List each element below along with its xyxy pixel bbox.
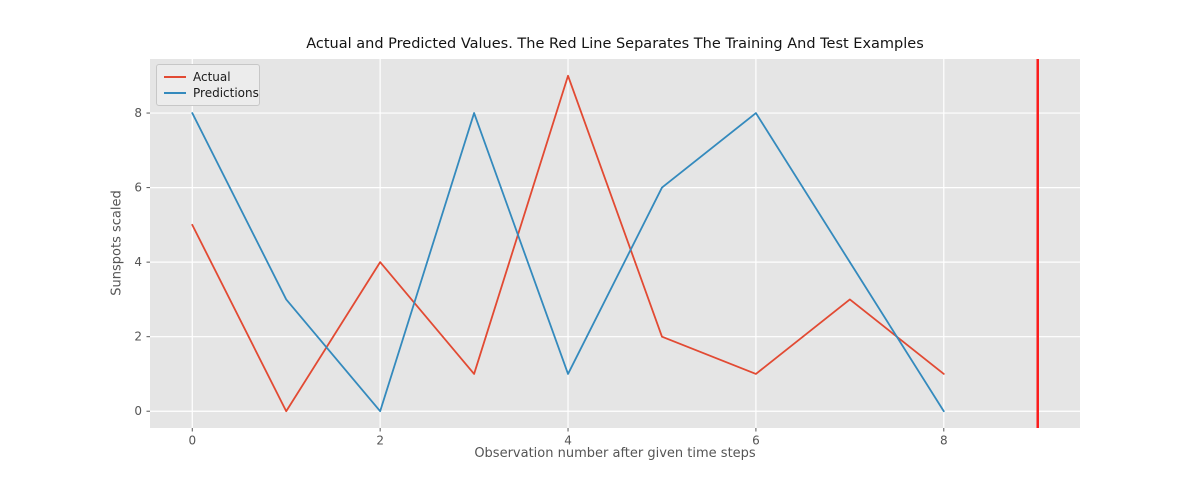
legend-item-actual: Actual [164,69,251,85]
series-line-predictions [191,112,945,413]
y-tick-label: 6 [134,181,142,195]
x-axis-label: Observation number after given time step… [474,446,756,461]
legend-swatch-actual [164,76,186,78]
series-line-actual [191,74,945,413]
y-tick-label: 8 [134,106,142,120]
y-axis-label: Sunspots scaled [109,190,125,296]
x-tick-label: 6 [752,434,760,448]
legend-swatch-predictions [164,92,186,94]
legend: Actual Predictions [156,64,260,106]
x-tick-label: 2 [376,434,384,448]
legend-label-actual: Actual [193,70,231,84]
y-tick-label: 0 [134,404,142,418]
x-tick-label: 8 [940,434,948,448]
x-tick-label: 0 [188,434,196,448]
legend-label-predictions: Predictions [193,86,259,100]
x-tick-label: 4 [564,434,572,448]
y-tick-label: 4 [134,255,142,269]
plot-background [150,59,1080,428]
chart-title: Actual and Predicted Values. The Red Lin… [306,36,924,52]
y-tick-label: 2 [134,330,142,344]
legend-item-predictions: Predictions [164,85,259,101]
